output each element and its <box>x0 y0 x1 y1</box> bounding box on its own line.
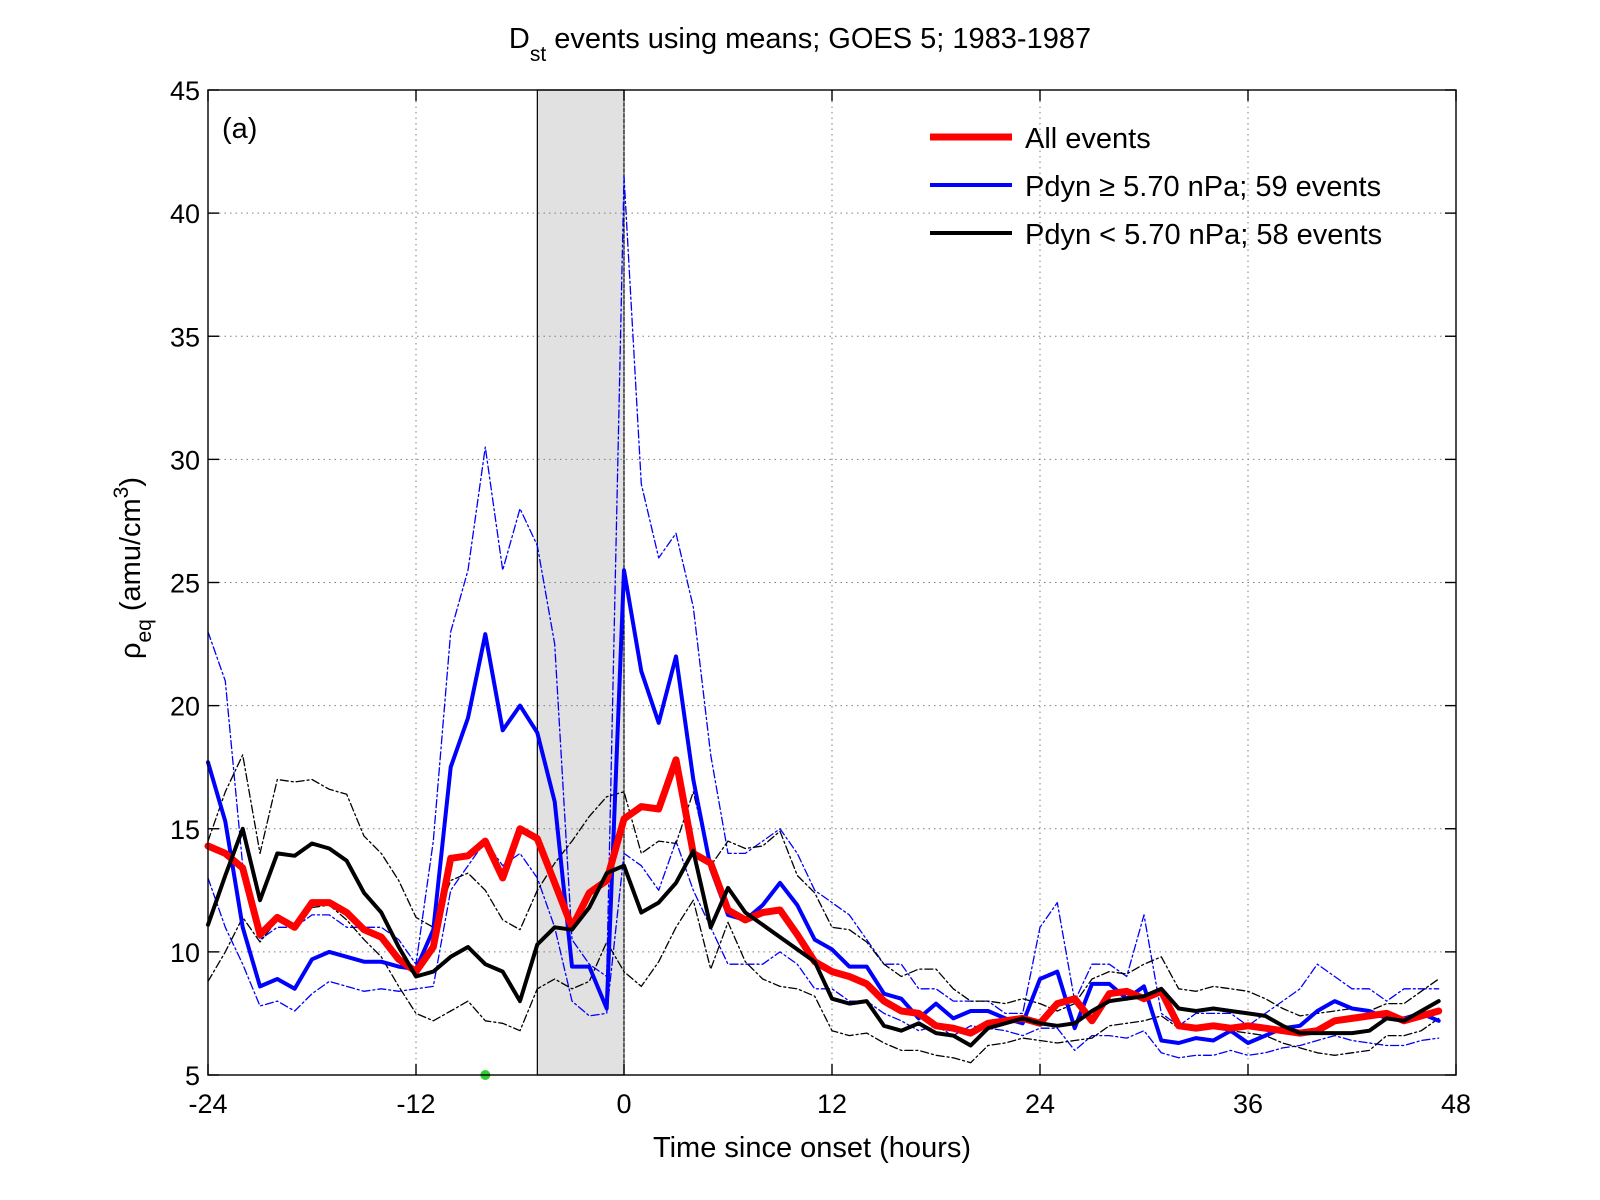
x-tick-label: -12 <box>396 1089 435 1119</box>
y-axis-label-close: ) <box>115 477 147 487</box>
x-tick-label: 36 <box>1233 1089 1263 1119</box>
y-axis-label-unit: (amu/cm <box>115 498 147 619</box>
series-layer <box>204 175 1443 1080</box>
series-bound-line <box>207 840 1440 1059</box>
y-tick-label: 25 <box>170 569 200 599</box>
chart-title-rest: events using means; GOES 5; 1983-1987 <box>546 23 1091 55</box>
y-tick-label: 15 <box>170 815 200 845</box>
x-axis-label: Time since onset (hours) <box>653 1132 971 1164</box>
y-tick-label: 35 <box>170 322 200 352</box>
y-axis-label-subscript: eq <box>133 619 156 642</box>
y-tick-label: 40 <box>170 199 200 229</box>
y-axis-label-symbol: ρ <box>115 643 147 660</box>
x-tick-label: 24 <box>1025 1089 1055 1119</box>
legend: All events Pdyn ≥ 5.70 nPa; 59 events Pdyn… <box>930 123 1382 251</box>
axes <box>207 89 1457 1076</box>
x-tick-label: 48 <box>1441 1089 1471 1119</box>
y-tick-label: 5 <box>185 1061 200 1091</box>
series-bound-line <box>207 754 1440 1017</box>
series-line-2 <box>206 826 1441 1048</box>
chart-title-subscript: st <box>530 43 547 66</box>
legend-label: All events <box>1025 123 1151 155</box>
series-bound-line <box>207 175 1440 1027</box>
x-tick-label: 12 <box>817 1089 847 1119</box>
y-tick-label: 30 <box>170 445 200 475</box>
chart-title-main: D <box>509 23 530 55</box>
legend-label: Pdyn ≥ 5.70 nPa; 59 events <box>1025 171 1381 203</box>
tick-labels: -24 -12 0 12 24 36 48 5 10 15 20 25 30 35 40 45 <box>170 76 1471 1119</box>
panel-label: (a) <box>222 113 257 145</box>
x-tick-label: 0 <box>616 1089 631 1119</box>
legend-label: Pdyn < 5.70 nPa; 58 events <box>1025 219 1382 251</box>
y-axis-label: ρeq (amu/cm3) <box>110 477 156 659</box>
y-tick-label: 45 <box>170 76 200 106</box>
x-tick-label: -24 <box>188 1089 227 1119</box>
chart-title: Dst events using means; GOES 5; 1983-198… <box>509 23 1091 66</box>
grid-lines <box>208 90 1456 1075</box>
y-tick-label: 10 <box>170 938 200 968</box>
y-tick-label: 20 <box>170 692 200 722</box>
y-axis-label-power: 3 <box>110 487 133 499</box>
